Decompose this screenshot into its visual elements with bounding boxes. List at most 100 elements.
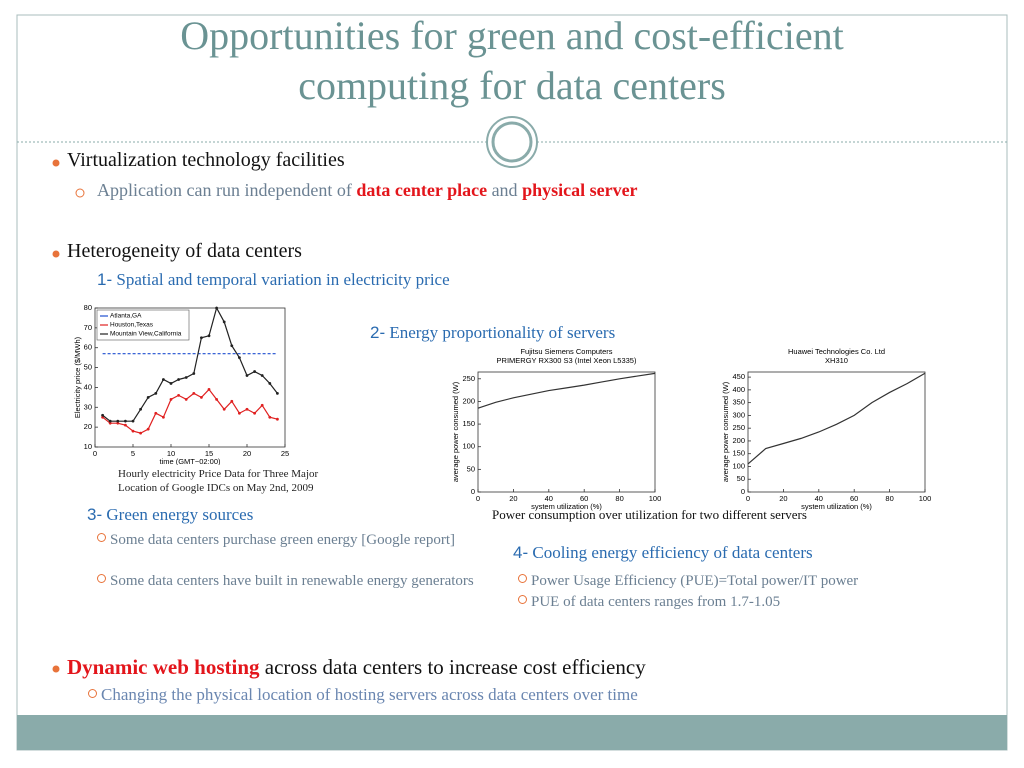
data-point [276,391,279,395]
legend-label: Atlanta,GA [110,313,142,320]
sub-bullet [97,533,106,542]
chart-title: XH310 [825,356,848,365]
item-number: 1- [97,270,113,289]
bullet-heading: Dynamic web hosting across data centers … [67,655,646,680]
data-point [268,415,272,419]
x-tick-label: 20 [509,494,517,503]
item: 1- Spatial and temporal variation in ele… [97,270,450,290]
y-tick-label: 200 [462,396,475,405]
x-tick-label: 0 [476,494,480,503]
data-point [222,320,226,324]
legend-box [96,309,190,341]
data-point [230,344,234,348]
chart-caption: Location of Google IDCs on May 2nd, 2009 [118,482,314,494]
chart-title: PRIMERGY RX300 S3 (Intel Xeon L5335) [497,356,637,365]
y-axis-label: average power consumed (W) [721,381,730,482]
data-point [131,419,135,423]
y-tick-label: 200 [732,436,745,445]
data-point [162,415,165,419]
data-point [154,411,158,415]
x-tick-label: 80 [885,494,893,503]
data-point [268,382,272,385]
x-axis-label: system utilization (%) [531,502,602,511]
bullet-detail: Application can run independent of data … [97,180,638,201]
chart-caption: Hourly electricity Price Data for Three … [118,468,319,480]
x-tick-label: 100 [919,494,932,503]
data-point [184,376,188,379]
data-point [260,403,264,407]
data-point [124,423,127,427]
y-tick-label: 20 [84,422,92,431]
x-tick-label: 60 [850,494,858,503]
y-axis-label: average power consumed (W) [451,381,460,482]
x-tick-label: 0 [93,449,97,458]
data-point [245,407,249,411]
x-tick-label: 10 [167,449,175,458]
emphasis: physical server [522,180,638,200]
data-line [747,372,926,465]
y-tick-label: 300 [732,410,745,419]
plot-frame [477,371,656,493]
data-point [169,397,173,401]
data-point [215,306,219,310]
y-tick-label: 150 [732,449,745,458]
data-point [238,411,241,415]
text: across data centers to increase cost eff… [264,655,646,679]
data-point [276,417,279,421]
plot-frame [94,307,286,448]
y-tick-label: 400 [732,385,745,394]
chart-title: Huawei Technologies Co. Ltd [788,347,885,356]
point: Some data centers purchase green energy … [97,530,492,551]
emphasis: data center place [356,180,488,200]
point: PUE of data centers ranges from 1.7-1.05 [518,594,780,611]
power-chart: 0 20 40 60 80 100 0 50 100 150 200 250 system utiliz… [451,347,661,511]
sub-bullet [518,574,527,583]
bullet [52,159,60,167]
data-point [230,399,234,403]
data-point [116,419,120,423]
ornament [491,121,533,163]
text: and [491,180,518,200]
data-point [253,411,256,415]
data-point [154,391,158,395]
x-tick-label: 15 [205,449,213,458]
y-tick-label: 10 [84,442,92,451]
point-text: Some data centers have built in renewabl… [110,573,474,589]
x-tick-label: 25 [281,449,289,458]
y-tick-label: 80 [84,303,92,312]
data-point [146,427,150,431]
data-line [102,388,278,434]
item-number: 3- [87,505,103,524]
data-point [192,391,196,395]
x-axis-label: time (GMT−02:00) [159,457,221,465]
data-point [169,382,173,385]
bullet [52,665,60,673]
sub-bullet [88,689,97,698]
y-tick-label: 100 [462,442,475,451]
y-tick-label: 50 [467,464,475,473]
y-tick-label: 0 [471,487,475,496]
item-text: Spatial and temporal variation in electr… [116,270,450,289]
data-point [108,421,112,425]
title-line: Opportunities for green and cost-efficie… [180,13,844,58]
point: Some data centers have built in renewabl… [97,571,492,592]
legend-label: Mountain View,California [110,331,182,338]
item: 3- Green energy sources [87,505,253,525]
x-tick-label: 20 [779,494,787,503]
bullet [52,250,60,258]
data-point [207,388,211,391]
data-point [215,397,219,401]
item: 4- Cooling energy efficiency of data cen… [513,543,813,563]
y-tick-label: 150 [462,419,475,428]
power-chart: 0 20 40 60 80 100 0 50 100 150 200 250 300 350 400 450 s… [721,347,932,511]
y-tick-label: 250 [462,374,475,383]
item-text: Green energy sources [106,505,254,524]
y-tick-label: 60 [84,343,92,352]
data-point [162,378,165,381]
item-text: Energy proportionality of servers [389,323,616,342]
data-point [207,334,211,338]
item-number: 4- [513,543,529,562]
data-point [260,374,264,377]
